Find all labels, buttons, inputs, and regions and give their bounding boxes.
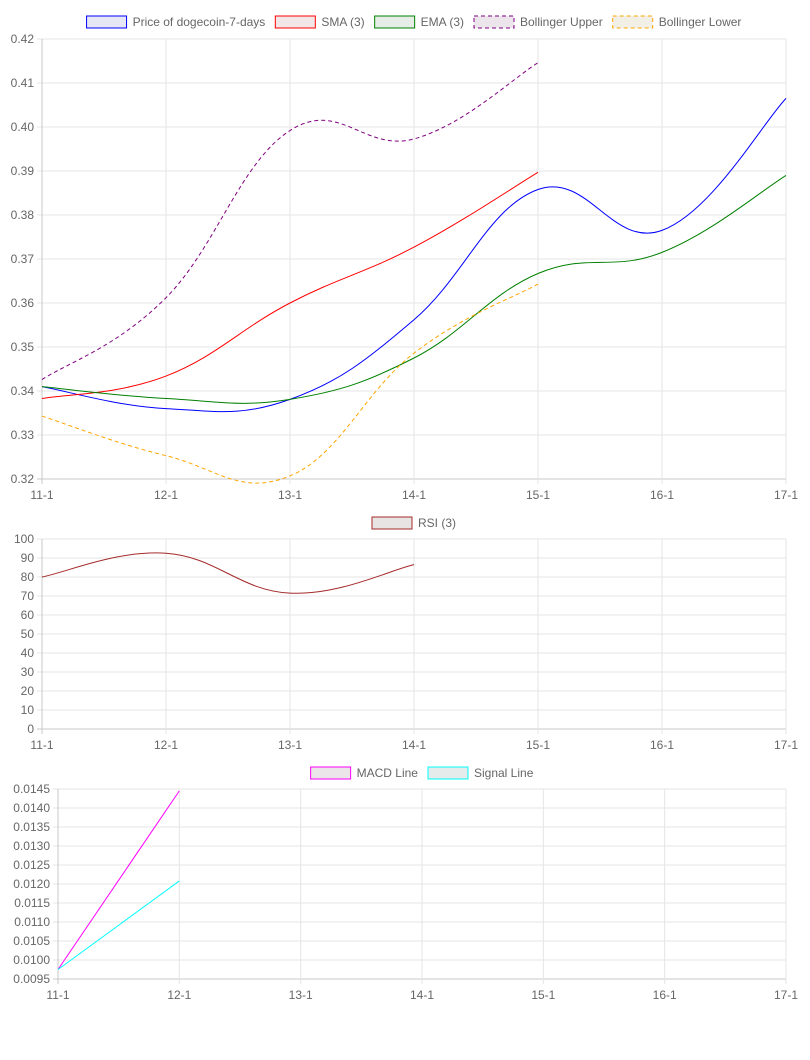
legend-swatch: [473, 15, 515, 29]
x-tick-label: 17-1: [774, 988, 798, 1002]
y-tick-label: 70: [21, 589, 35, 603]
x-tick-label: 14-1: [402, 488, 426, 502]
legend-item[interactable]: Price of dogecoin-7-days: [86, 15, 266, 29]
legend-item[interactable]: Signal Line: [427, 766, 534, 780]
legend-swatch: [310, 766, 352, 780]
x-tick-label: 16-1: [650, 738, 674, 752]
legend-item[interactable]: RSI (3): [371, 516, 456, 530]
y-tick-label: 0.37: [11, 252, 35, 266]
y-tick-label: 0.0130: [13, 839, 50, 853]
y-tick-label: 0: [27, 722, 34, 736]
x-tick-label: 12-1: [167, 988, 191, 1002]
series-line-bollinger-upper: [41, 62, 539, 380]
y-tick-label: 0.0105: [13, 934, 50, 948]
y-tick-label: 0.42: [11, 32, 35, 46]
series-line-price-of-dogecoin-7-days: [41, 98, 787, 413]
y-tick-label: 20: [21, 684, 35, 698]
legend-swatch: [371, 516, 413, 530]
y-tick-label: 0.33: [11, 428, 35, 442]
legend-label: MACD Line: [357, 766, 419, 780]
legend-label: Price of dogecoin-7-days: [133, 15, 266, 29]
y-tick-label: 90: [21, 551, 35, 565]
y-tick-label: 0.38: [11, 208, 35, 222]
x-tick-label: 11-1: [30, 738, 53, 752]
y-tick-label: 80: [21, 570, 35, 584]
y-tick-label: 50: [21, 627, 35, 641]
series-line-bollinger-lower: [41, 283, 539, 484]
x-tick-label: 15-1: [526, 738, 550, 752]
legend-item[interactable]: EMA (3): [374, 15, 464, 29]
legend-swatch: [86, 15, 128, 29]
x-tick-label: 12-1: [154, 738, 178, 752]
y-tick-label: 0.0110: [14, 915, 50, 929]
x-tick-label: 17-1: [774, 488, 798, 502]
x-tick-label: 12-1: [154, 488, 178, 502]
legend-item[interactable]: MACD Line: [310, 766, 419, 780]
y-tick-label: 0.41: [11, 76, 35, 90]
legend-label: Bollinger Upper: [520, 15, 603, 29]
y-tick-label: 40: [21, 646, 35, 660]
x-tick-label: 11-1: [46, 988, 69, 1002]
price-chart: 0.42 0.41 0.40 0.39 0.38 0.37 0.36 0.35 0.34 0.33…: [11, 15, 799, 502]
x-tick-label: 13-1: [289, 988, 313, 1002]
series-line-macd-line: [57, 790, 180, 970]
y-tick-label: 0.36: [11, 296, 35, 310]
series-line-sma-3-: [41, 171, 539, 399]
x-tick-label: 13-1: [278, 488, 302, 502]
legend-label: SMA (3): [321, 15, 364, 29]
series-line-ema-3-: [41, 174, 787, 404]
y-tick-label: 100: [14, 532, 34, 546]
legend-label: Signal Line: [474, 766, 534, 780]
legend-label: EMA (3): [421, 15, 464, 29]
legend-item[interactable]: Bollinger Lower: [612, 15, 742, 29]
legend-label: RSI (3): [418, 516, 456, 530]
legend-swatch: [427, 766, 469, 780]
x-tick-label: 13-1: [278, 738, 302, 752]
x-tick-label: 16-1: [653, 988, 677, 1002]
y-tick-label: 10: [21, 703, 35, 717]
y-tick-label: 0.0115: [14, 896, 50, 910]
legend-swatch: [612, 15, 654, 29]
x-tick-label: 16-1: [650, 488, 674, 502]
legend-swatch: [374, 15, 416, 29]
x-tick-label: 14-1: [410, 988, 434, 1002]
y-tick-label: 60: [21, 608, 35, 622]
series-line-signal-line: [57, 880, 180, 970]
y-tick-label: 0.0135: [13, 820, 50, 834]
legend-swatch: [274, 15, 316, 29]
y-tick-label: 0.0145: [13, 782, 50, 796]
x-tick-label: 15-1: [526, 488, 550, 502]
series-line-rsi-3-: [41, 552, 415, 594]
x-tick-label: 15-1: [531, 988, 555, 1002]
x-tick-label: 11-1: [30, 488, 53, 502]
legend-label: Bollinger Lower: [659, 15, 742, 29]
legend-item[interactable]: Bollinger Upper: [473, 15, 603, 29]
y-tick-label: 0.35: [11, 340, 35, 354]
legend-item[interactable]: SMA (3): [274, 15, 365, 29]
y-tick-label: 0.0120: [13, 877, 50, 891]
y-tick-label: 0.0100: [13, 953, 50, 967]
y-tick-label: 0.0095: [13, 972, 50, 986]
y-tick-label: 0.0125: [13, 858, 50, 872]
y-tick-label: 0.34: [11, 384, 35, 398]
x-tick-label: 14-1: [402, 738, 426, 752]
y-tick-label: 30: [21, 665, 35, 679]
x-tick-label: 17-1: [774, 738, 798, 752]
macd-chart: 0.0145 0.0140 0.0135 0.0130 0.0125 0.0120 0.01…: [13, 766, 798, 1002]
y-tick-label: 0.32: [11, 472, 35, 486]
y-tick-label: 0.0140: [13, 801, 50, 815]
y-tick-label: 0.39: [11, 164, 35, 178]
y-tick-label: 0.40: [11, 120, 35, 134]
